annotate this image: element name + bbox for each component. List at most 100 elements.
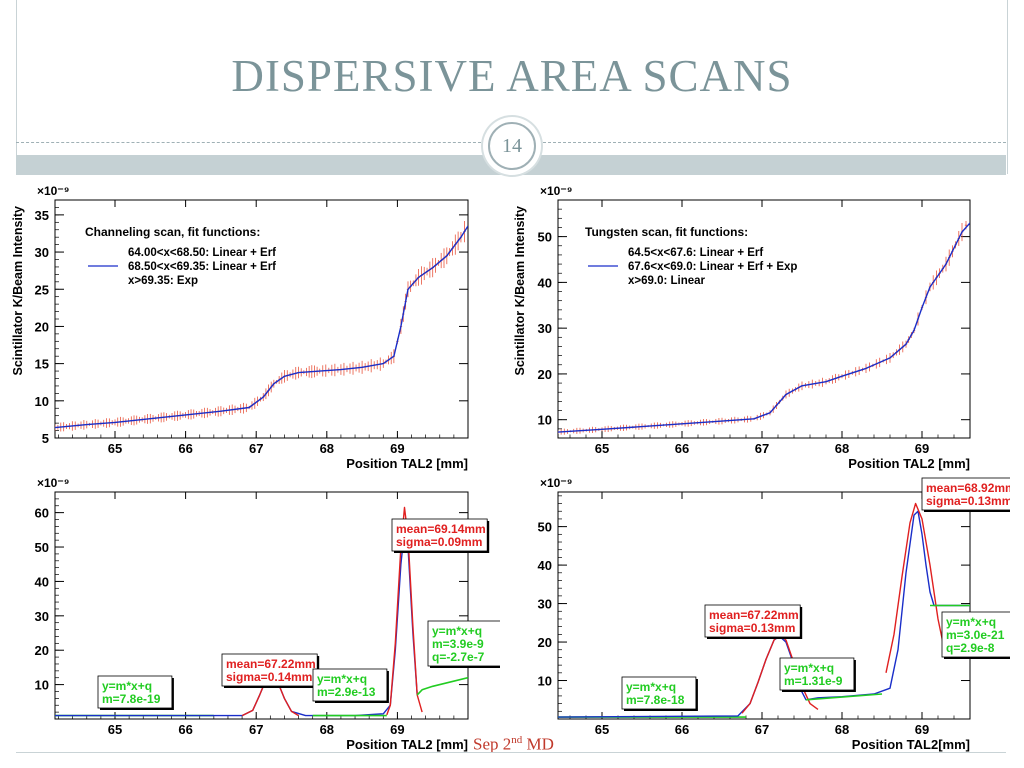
annotation-line: mean=67.22mm	[709, 608, 799, 622]
y-tick-label: 50	[538, 520, 552, 535]
axis-exponent-label: ×10⁻⁹	[37, 184, 69, 198]
x-axis-label: Position TAL2 [mm]	[346, 456, 468, 471]
y-tick-label: 30	[538, 597, 552, 612]
axis-exponent-label: ×10⁻⁹	[540, 184, 572, 198]
header-divider-left	[16, 142, 486, 143]
x-tick-label: 66	[178, 722, 192, 737]
legend-entry: 67.6<x<69.0: Linear + Erf + Exp	[628, 261, 797, 273]
y-tick-label: 5	[42, 431, 49, 446]
tungsten-scan-chart: 65 66 67 68 69 10 20 30 40 50 ×10⁻⁹ Position TAL2 […	[510, 178, 1010, 474]
plot-frame	[557, 199, 971, 439]
x-tick-label: 67	[755, 441, 769, 456]
channeling-derivative-svg: 65 66 67 68 69 10 20 30 40 50 60 ×10⁻⁹ Position TAL2…	[35, 476, 500, 752]
y-tick-label: 15	[35, 357, 49, 372]
channeling-derivative-chart: 65 66 67 68 69 10 20 30 40 50 60 ×10⁻⁹ Position TAL2…	[0, 474, 500, 756]
x-tick-label: 66	[178, 441, 192, 456]
annotation-lin1: y=m*x+qm=7.8e-19	[97, 675, 174, 710]
y-tick-label: 25	[35, 282, 49, 297]
y-tick-label: 10	[538, 413, 552, 428]
annotation-line: y=m*x+q	[784, 661, 834, 675]
slide-title: DISPERSIVE AREA SCANS	[231, 51, 793, 101]
x-tick-label: 69	[390, 441, 404, 456]
x-axis-label: Position TAL2 [mm]	[346, 737, 468, 752]
y-tick-label: 40	[538, 275, 552, 290]
x-tick-label: 68	[835, 441, 849, 456]
y-tick-label: 30	[35, 609, 49, 624]
annotation-box	[621, 676, 697, 710]
series-line_fit-5	[416, 676, 468, 696]
x-tick-label: 69	[915, 441, 929, 456]
series-line_fit-4	[805, 693, 883, 701]
axis-exponent-label: ×10⁻⁹	[37, 476, 69, 490]
annotation-box	[427, 620, 500, 667]
annotation-lin3: y=m*x+qm=3.0e-21q=2.9e-8	[941, 611, 1010, 659]
series-peak_fit-3	[386, 506, 423, 716]
x-tick-label: 65	[595, 441, 609, 456]
page-number-badge: 14	[488, 122, 536, 170]
y-tick-label: 40	[35, 574, 49, 589]
y-tick-label: 20	[538, 367, 552, 382]
y-tick-label: 50	[538, 230, 552, 245]
annotation-box	[779, 657, 855, 691]
legend-entry: 68.50<x<69.35: Linear + Erf	[128, 261, 276, 273]
annotation-line: q=2.9e-8	[946, 641, 995, 655]
legend-entry: x>69.35: Exp	[128, 275, 198, 287]
annotation-line: m=7.8e-18	[626, 693, 685, 707]
x-axis-label: Position TAL2[mm]	[852, 737, 970, 752]
y-tick-label: 20	[35, 643, 49, 658]
x-tick-label: 65	[108, 722, 122, 737]
annotation-line: m=3.9e-9	[432, 637, 484, 651]
annotation-line: sigma=0.09mm	[396, 535, 482, 549]
annotation-lin2: y=m*x+qm=2.9e-13	[312, 668, 389, 703]
footer-note-tail: MD	[522, 734, 554, 754]
legend-entry: x>69.0: Linear	[628, 275, 706, 287]
annotation-box	[221, 653, 318, 687]
series-fit-1	[55, 225, 468, 429]
annotation-line: y=m*x+q	[317, 672, 367, 686]
channeling-scan-svg: 65 66 67 68 69 5 10 15 20 25 30 35 ×10⁻⁹ Position TAL…	[11, 184, 469, 471]
x-tick-label: 68	[320, 441, 334, 456]
annotation-line: m=1.31e-9	[784, 674, 843, 688]
annotation-lin2: y=m*x+qm=1.31e-9	[779, 657, 856, 692]
legend-title: Tungsten scan, fit functions:	[585, 225, 748, 239]
x-tick-label: 67	[249, 722, 263, 737]
x-axis-label: Position TAL2 [mm]	[848, 456, 970, 471]
x-tick-label: 66	[675, 441, 689, 456]
annotation-box	[921, 477, 1010, 511]
annotation-line: y=m*x+q	[946, 615, 996, 629]
y-tick-label: 20	[538, 635, 552, 650]
plot-area	[558, 220, 970, 435]
annotation-line: q=-2.7e-7	[432, 650, 485, 664]
x-tick-label: 68	[835, 722, 849, 737]
y-axis-label: Scintillator K/Beam Intensity	[513, 206, 527, 376]
x-tick-label: 65	[595, 722, 609, 737]
annotation-box	[391, 518, 488, 552]
tungsten-scan-svg: 65 66 67 68 69 10 20 30 40 50 ×10⁻⁹ Position TAL2 […	[513, 184, 971, 471]
legend-entry: 64.00<x<68.50: Linear + Erf	[128, 247, 276, 259]
y-tick-label: 10	[538, 674, 552, 689]
series-peak_fit-3	[885, 502, 946, 673]
x-tick-label: 69	[915, 722, 929, 737]
annotation-box	[704, 604, 801, 638]
x-tick-label: 68	[320, 722, 334, 737]
legend-entry: 64.5<x<67.6: Linear + Erf	[628, 247, 763, 259]
y-tick-label: 30	[35, 245, 49, 260]
annotation-line: sigma=0.13mm	[926, 494, 1010, 508]
annotation-lin1: y=m*x+qm=7.8e-18	[621, 676, 698, 711]
annotation-box	[97, 675, 173, 709]
x-tick-label: 69	[390, 722, 404, 737]
annotation-line: m=7.8e-19	[102, 692, 161, 706]
x-tick-label: 65	[108, 441, 122, 456]
y-tick-label: 35	[35, 208, 49, 223]
y-tick-label: 60	[35, 506, 49, 521]
annotation-line: mean=68.92mm	[926, 481, 1010, 495]
channeling-scan-chart: 65 66 67 68 69 5 10 15 20 25 30 35 ×10⁻⁹ Position TAL…	[0, 178, 500, 474]
y-tick-label: 10	[35, 678, 49, 693]
y-tick-label: 10	[35, 394, 49, 409]
footer-note: Sep 2nd MD	[473, 734, 554, 755]
y-axis-label: Scintillator K/Beam Intensity	[11, 206, 25, 376]
